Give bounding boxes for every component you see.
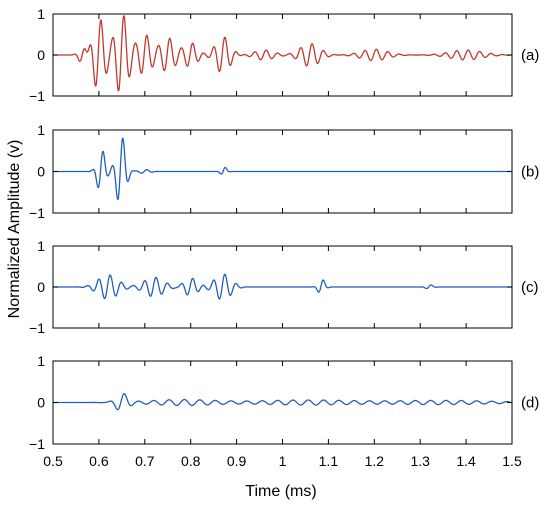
- signal-trace: [53, 137, 512, 201]
- y-tick-label: 0: [37, 279, 45, 295]
- y-tick-label: 1: [37, 6, 45, 22]
- panel-3: 1 0 −1 (c): [29, 238, 538, 336]
- panel-4: 1 0 −1 (d): [29, 353, 539, 452]
- y-tick-label: −1: [29, 88, 45, 104]
- x-tick-label: 0.7: [135, 453, 155, 469]
- y-tick-label: 1: [37, 122, 45, 138]
- x-tick-labels: 0.5 0.6 0.7 0.8 0.9 1 1.1 1.2 1.3 1.4 1.5: [43, 453, 522, 469]
- panels: 1 0 −1 (a) 1 0 −1 (b) 1 0 −1 (c) 1 0 −1 (d): [29, 6, 539, 452]
- y-axis-label: Normalized Amplitude (v): [6, 140, 23, 319]
- x-tick-label: 0.9: [227, 453, 247, 469]
- x-tick-label: 0.5: [43, 453, 63, 469]
- x-tick-label: 0.6: [89, 453, 109, 469]
- panel-1: 1 0 −1 (a): [29, 6, 539, 104]
- y-tick-label: −1: [29, 436, 45, 452]
- y-tick-label: −1: [29, 205, 45, 221]
- x-tick-label: 1.5: [502, 453, 522, 469]
- y-tick-label: 1: [37, 238, 45, 254]
- panel-tag: (d): [521, 395, 539, 412]
- x-tick-label: 0.8: [181, 453, 201, 469]
- signal-trace: [53, 14, 513, 92]
- y-tick-label: 0: [37, 47, 45, 63]
- y-tick-label: 1: [37, 353, 45, 369]
- y-tick-label: 0: [37, 164, 45, 180]
- panel-tag: (c): [521, 279, 539, 296]
- x-tick-label: 1: [279, 453, 287, 469]
- x-tick-label: 1.2: [365, 453, 385, 469]
- signal-trace: [53, 393, 513, 411]
- x-tick-label: 1.4: [456, 453, 476, 469]
- x-axis-label: Time (ms): [245, 483, 316, 500]
- y-tick-label: −1: [29, 320, 45, 336]
- x-tick-label: 1.1: [319, 453, 339, 469]
- panel-2: 1 0 −1 (b): [29, 122, 539, 221]
- signal-trace: [53, 273, 512, 300]
- y-tick-label: 0: [37, 395, 45, 411]
- x-tick-label: 1.3: [410, 453, 430, 469]
- panel-tag: (a): [521, 47, 539, 64]
- panel-tag: (b): [521, 164, 539, 181]
